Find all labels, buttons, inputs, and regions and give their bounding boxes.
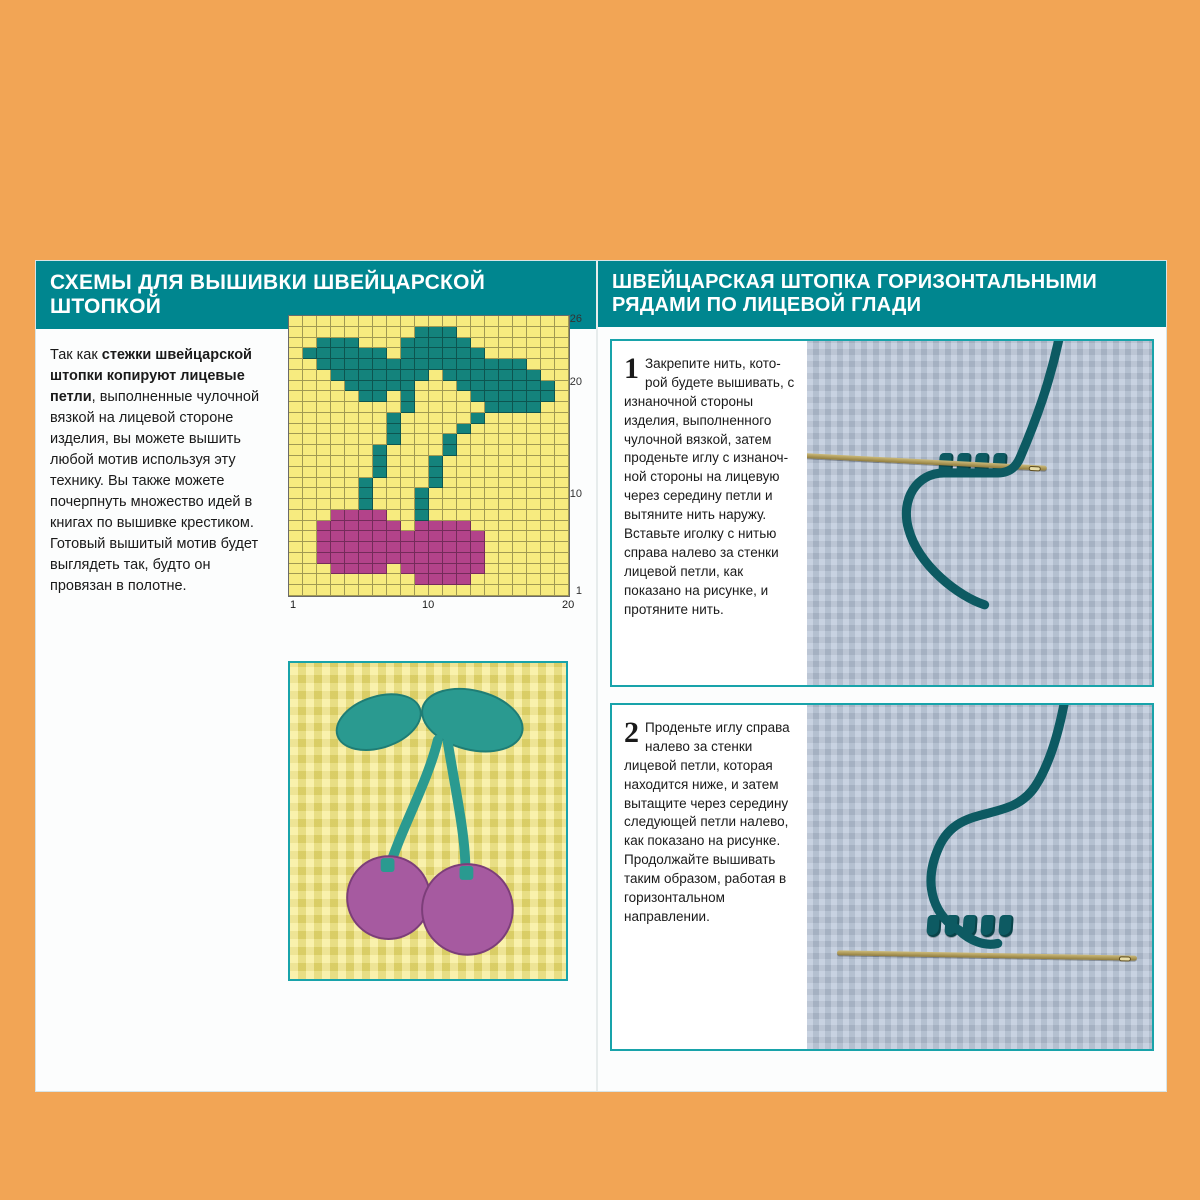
cherry-chart: 2620101 11020 bbox=[288, 315, 584, 611]
step-1: 1 Закрепите нить, кото­рой будете вышива… bbox=[610, 339, 1154, 687]
chart-grid bbox=[288, 315, 570, 597]
intro-text: Так как стежки швейцарской штопки копиру… bbox=[36, 329, 288, 605]
step-2-photo bbox=[807, 705, 1152, 1049]
chart-y-ticks: 2620101 bbox=[564, 315, 586, 595]
left-column: СХЕМЫ ДЛЯ ВЫШИВКИ ШВЕЙЦАРСКОЙ ШТОПКОЙ Та… bbox=[36, 261, 596, 1091]
knit-texture bbox=[807, 341, 1152, 685]
cherry-motif-svg bbox=[290, 663, 566, 978]
step-2-text: 2 Проденьте иглу справа налево за стенки… bbox=[612, 705, 807, 1049]
step-2-number: 2 bbox=[624, 719, 639, 746]
step-2: 2 Проденьте иглу справа налево за стенки… bbox=[610, 703, 1154, 1051]
book-spread: СХЕМЫ ДЛЯ ВЫШИВКИ ШВЕЙЦАРСКОЙ ШТОПКОЙ Та… bbox=[35, 260, 1167, 1092]
duplicate-stitches bbox=[927, 915, 1013, 937]
step-1-text: 1 Закрепите нить, кото­рой будете вышива… bbox=[612, 341, 807, 685]
step-1-photo bbox=[807, 341, 1152, 685]
right-column: ШВЕЙЦАРСКАЯ ШТОПКА ГОРИЗОНТАЛЬНЫМИ РЯДАМ… bbox=[596, 261, 1166, 1091]
knit-texture bbox=[807, 705, 1152, 1049]
step-2-body: Проденьте иглу справа налево за стенки л… bbox=[624, 720, 790, 924]
right-header: ШВЕЙЦАРСКАЯ ШТОПКА ГОРИЗОНТАЛЬНЫМИ РЯДАМ… bbox=[598, 261, 1166, 327]
step-1-body: Закрепите нить, кото­рой будете вышивать… bbox=[624, 356, 794, 617]
knitted-sample-photo bbox=[288, 661, 568, 981]
step-1-number: 1 bbox=[624, 355, 639, 382]
